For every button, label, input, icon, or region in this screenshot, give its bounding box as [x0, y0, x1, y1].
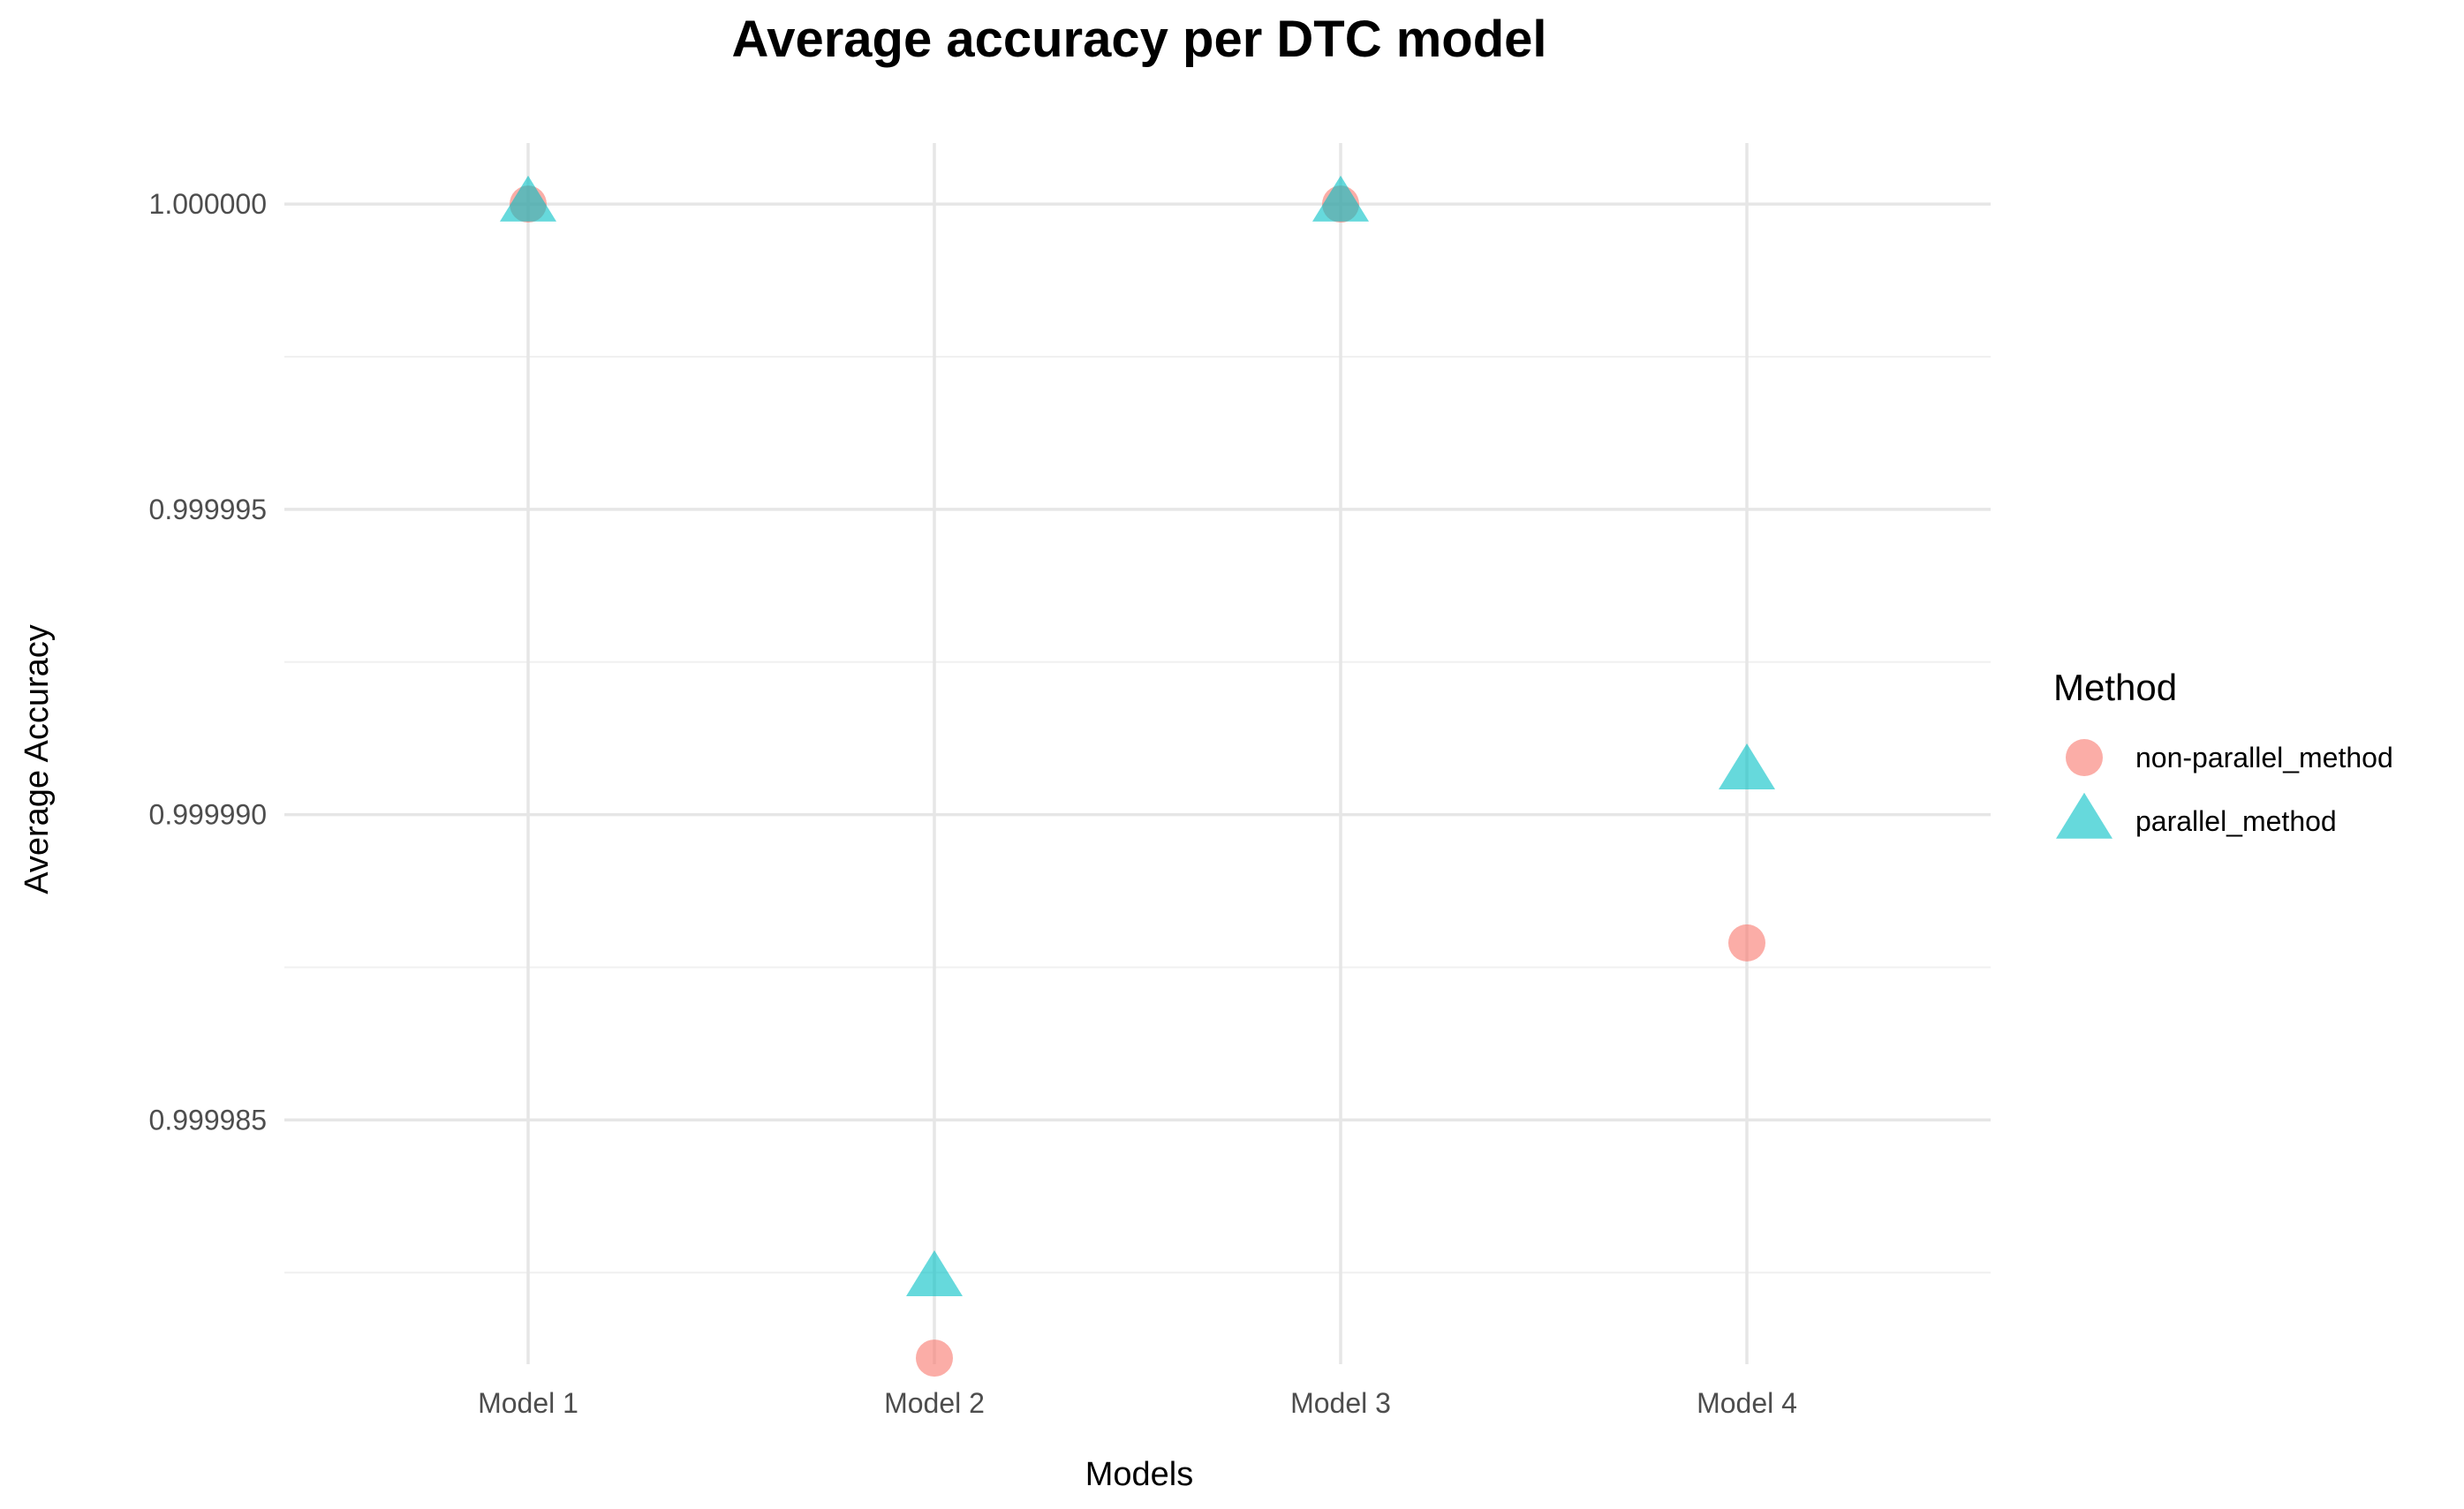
chart-title: Average accuracy per DTC model: [731, 11, 1546, 68]
legend-items: non-parallel_method parallel_method: [2056, 739, 2393, 839]
x-axis-title: Models: [1085, 1456, 1194, 1493]
y-axis-title: Average Accuracy: [19, 624, 56, 894]
x-tick-label: Model 3: [1290, 1387, 1391, 1419]
legend-key-non-parallel_method: [2066, 739, 2103, 776]
y-tick-label: 0.999990: [149, 799, 267, 831]
point-parallel_method-4: [1719, 743, 1775, 790]
x-tick-label: Model 1: [478, 1387, 578, 1419]
legend-title: Method: [2053, 667, 2177, 708]
y-tick-label: 1.000000: [149, 188, 267, 220]
point-non-parallel_method-4: [1728, 924, 1765, 962]
y-tick-label: 0.999985: [149, 1104, 267, 1136]
point-parallel_method-2: [906, 1249, 963, 1296]
point-parallel_method-1: [500, 175, 556, 222]
x-tick-labels: Model 1 Model 2 Model 3 Model 4: [478, 1387, 1797, 1419]
y-tick-labels: 0.999985 0.999990 0.999995 1.000000: [149, 188, 267, 1136]
grid: [284, 143, 1991, 1364]
point-parallel_method-3: [1312, 175, 1369, 222]
point-non-parallel_method-2: [916, 1339, 953, 1377]
data-points: [500, 175, 1775, 1377]
x-tick-label: Model 4: [1697, 1387, 1797, 1419]
x-tick-label: Model 2: [884, 1387, 985, 1419]
legend-label-non-parallel_method: non-parallel_method: [2135, 742, 2393, 773]
legend-label-parallel_method: parallel_method: [2135, 805, 2337, 837]
legend-key-parallel_method: [2056, 792, 2113, 839]
legend: Method non-parallel_method parallel_metho…: [2053, 667, 2393, 839]
y-tick-label: 0.999995: [149, 494, 267, 525]
